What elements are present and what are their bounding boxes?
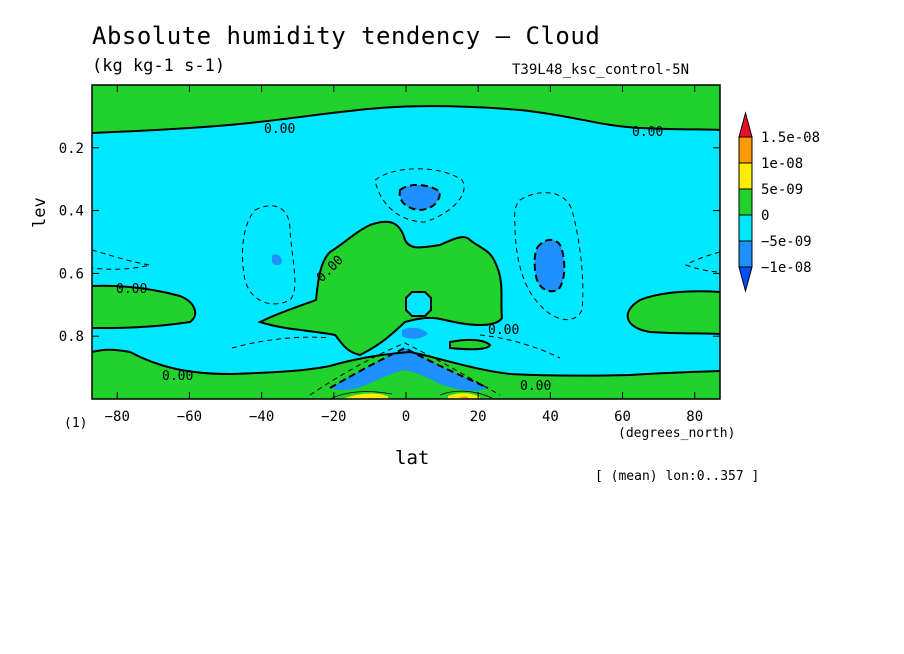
neg-contour-strong-nh40: [533, 239, 566, 293]
contour-label-sh-mid: 0.00: [116, 282, 147, 297]
zero-contour-tropical: [257, 220, 504, 357]
region-positive-max-sh: [345, 393, 388, 399]
contour-label-sh-low: 0.00: [162, 369, 193, 384]
x-tick-label: −20: [321, 409, 346, 425]
y-axis-label: lev: [30, 197, 50, 228]
x-tick-label: 60: [614, 409, 631, 425]
colorbar-under-triangle: [738, 266, 753, 293]
region-strong-negative-low-eq: [330, 348, 488, 391]
y-tick-label: 0.8: [59, 329, 84, 345]
colorbar-label: 0: [761, 208, 769, 224]
neg-contour-low-b: [231, 336, 331, 349]
chart-title: Absolute humidity tendency — Cloud: [92, 22, 601, 50]
neg-contour-strong-low-eq: [329, 346, 489, 389]
neg-contour-sh-surface: [92, 249, 151, 270]
zero-contour-sh-mid: [92, 284, 197, 329]
neg-contour-sh40: [241, 205, 296, 305]
y-tick-label: 0.6: [59, 266, 84, 282]
contour-label-nh-patch: 0.00: [488, 323, 519, 338]
neg-contour-low-a: [309, 342, 501, 396]
neg-contour-upper-eq: [374, 168, 465, 223]
x-tick-label: −60: [177, 409, 202, 425]
x-tick-label: −40: [249, 409, 274, 425]
zero-contour-hole: [405, 291, 432, 317]
neg-contour-low-c: [479, 334, 561, 359]
pos-contour-surface-nh: [439, 390, 493, 399]
contour-label-upper-right: 0.00: [632, 125, 663, 140]
colorbar-label: −5e-09: [761, 234, 812, 250]
zero-contour-patch: [449, 338, 492, 351]
colorbar-over-triangle: [738, 111, 753, 138]
zero-contour-nh-mid: [626, 290, 720, 335]
x-tick-label: 40: [542, 409, 559, 425]
y-tick-label: 0.2: [59, 141, 84, 157]
contour-label-nh-low: 0.00: [520, 379, 551, 394]
zero-contour-lower: [92, 348, 720, 377]
neg-contour-nh-surface: [684, 251, 720, 273]
colorbar-label: 1.5e-08: [761, 130, 820, 146]
region-strong-negative-low-eq2: [402, 327, 428, 339]
region-positive-max-nh: [448, 393, 480, 399]
region-strong-negative-sh35: [272, 254, 282, 265]
y-tick-label: 0.4: [59, 204, 84, 220]
region-strong-negative-upper-eq: [399, 184, 440, 210]
neg-contour-strong-upper-eq: [398, 184, 442, 212]
contour-label-upper-left: 0.00: [264, 122, 295, 137]
colorbar-label: 5e-09: [761, 182, 803, 198]
x-tick-label: −80: [105, 409, 130, 425]
x-axis-label: lat: [395, 447, 430, 469]
colorbar-label: −1e-08: [761, 260, 812, 276]
colorbar-box: [738, 188, 753, 216]
zero-contour-upper: [92, 105, 720, 134]
region-positive-patch: [450, 339, 490, 350]
y-axis-note: (1): [64, 416, 88, 431]
x-tick-label: 0: [402, 409, 410, 425]
x-tick-label: 20: [470, 409, 487, 425]
colorbar-box: [738, 240, 753, 268]
colorbar: 1.5e-08 1e-08 5e-09 0 −5e-09 −1e-08: [738, 111, 820, 293]
colorbar-label: 1e-08: [761, 156, 803, 172]
run-id-label: T39L48_ksc_control-5N: [512, 62, 690, 78]
units-label: (kg kg-1 s-1): [92, 56, 226, 76]
region-strong-negative-nh40: [534, 239, 565, 292]
x-tick-label: 80: [686, 409, 703, 425]
neg-contour-nh40: [514, 192, 584, 320]
region-negative-hole: [406, 292, 431, 316]
region-positive-tropics: [260, 221, 502, 355]
mean-note: [ (mean) lon:0..357 ]: [595, 469, 760, 484]
colorbar-box: [738, 136, 753, 164]
colorbar-box: [738, 214, 753, 242]
pos-contour-surface-sh: [329, 391, 393, 399]
x-axis-unit: (degrees_north): [618, 426, 736, 441]
colorbar-box: [738, 162, 753, 190]
